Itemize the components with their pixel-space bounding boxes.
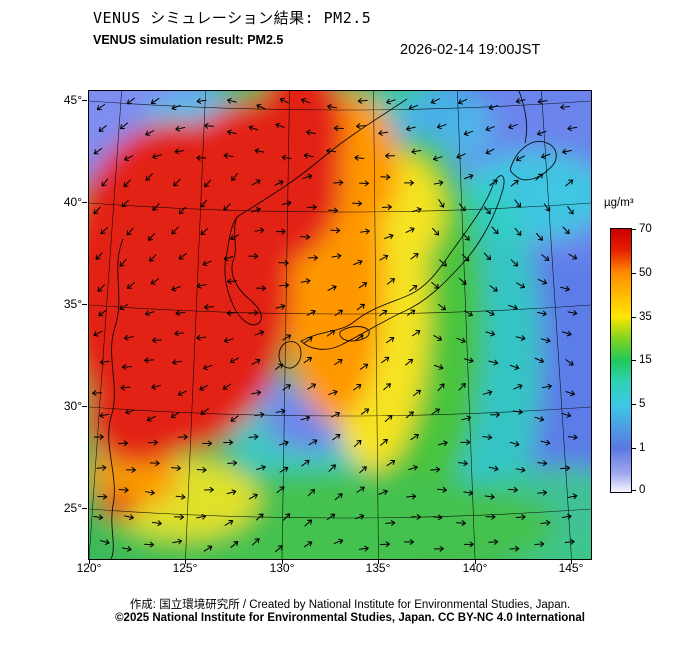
colorbar-tick-label: 35 — [639, 311, 652, 323]
colorbar-tick-label: 0 — [639, 484, 646, 496]
colorbar-tick — [632, 490, 636, 491]
pm25-map-canvas — [89, 91, 591, 559]
wind-vector-arrows — [92, 97, 578, 553]
axis-tick — [82, 304, 87, 305]
x-tick-label: 135° — [365, 561, 391, 575]
coastline-sakhalin — [518, 91, 528, 144]
coastline-hokkaido — [509, 141, 557, 181]
x-tick-label: 120° — [76, 561, 102, 575]
copyright-line: ©2025 National Institute for Environment… — [115, 612, 585, 624]
y-tick-label: 35° — [63, 297, 82, 311]
coastline-china — [108, 238, 124, 559]
axis-tick — [378, 559, 379, 564]
y-tick-label: 45° — [63, 93, 82, 107]
axis-tick — [82, 508, 87, 509]
credit-line: 作成: 国立環境研究所 / Created by National Instit… — [129, 599, 571, 611]
colorbar-tick-label: 1 — [639, 442, 646, 454]
colorbar-tick — [632, 317, 636, 318]
colorbar-tick-label: 5 — [639, 398, 646, 410]
colorbar-tick — [632, 360, 636, 361]
page-title-english: VENUS simulation result: PM2.5 — [93, 33, 284, 47]
colorbar-tick — [632, 404, 636, 405]
x-tick-label: 125° — [172, 561, 198, 575]
coastline-honshu — [300, 175, 505, 350]
colorbar-gradient — [610, 228, 632, 493]
axis-tick — [82, 100, 87, 101]
coastline-kyushu — [278, 341, 302, 369]
coastline-primorye — [236, 98, 408, 218]
page-title-japanese: VENUS シミュレーション結果: PM2.5 — [93, 9, 372, 27]
y-tick-label: 30° — [63, 399, 82, 413]
forecast-timestamp: 2026-02-14 19:00JST — [400, 42, 541, 58]
axis-tick — [82, 406, 87, 407]
colorbar-tick — [632, 229, 636, 230]
coastline-korea — [224, 216, 262, 326]
axis-tick — [82, 202, 87, 203]
axis-tick — [475, 559, 476, 564]
coastline-shikoku — [339, 326, 370, 342]
coastlines — [108, 91, 557, 559]
colorbar-tick-label: 70 — [639, 223, 652, 235]
x-tick-label: 145° — [558, 561, 584, 575]
colorbar-tick-label: 15 — [639, 354, 652, 366]
x-tick-label: 140° — [462, 561, 488, 575]
colorbar-tick-label: 50 — [639, 267, 652, 279]
axis-tick — [89, 559, 90, 564]
colorbar-tick — [632, 273, 636, 274]
x-tick-label: 130° — [269, 561, 295, 575]
graticule-grid — [89, 91, 591, 559]
axis-tick — [571, 559, 572, 564]
y-tick-label: 25° — [63, 501, 82, 515]
pm25-map — [88, 90, 592, 560]
axis-tick — [282, 559, 283, 564]
y-tick-label: 40° — [63, 195, 82, 209]
axis-tick — [185, 559, 186, 564]
colorbar-unit-label: µg/m³ — [604, 197, 634, 209]
colorbar-tick — [632, 448, 636, 449]
